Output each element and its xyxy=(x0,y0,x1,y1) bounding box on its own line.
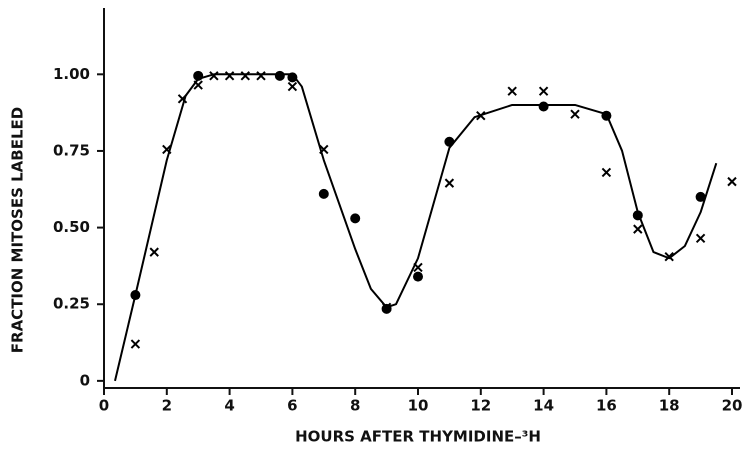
cross-marker xyxy=(287,81,298,92)
y-tick-label: 0 xyxy=(80,371,90,389)
dot-marker xyxy=(274,70,285,81)
cross-marker xyxy=(256,71,266,81)
y-tick-label: 0.25 xyxy=(53,295,90,313)
cross-marker xyxy=(209,71,219,81)
cross-marker xyxy=(633,224,643,234)
x-tick-label: 14 xyxy=(533,397,554,415)
y-axis-label: FRACTION MITOSES LABELED xyxy=(9,107,27,353)
dot-marker xyxy=(413,271,423,282)
y-tick-label: 1.00 xyxy=(53,65,90,83)
y-tick-label: 0.50 xyxy=(53,218,90,236)
cross-marker xyxy=(727,176,737,187)
cross-marker xyxy=(240,71,251,81)
x-tick-label: 20 xyxy=(722,397,743,415)
dot-marker xyxy=(318,188,329,199)
dot-marker xyxy=(350,213,361,224)
cross-marker xyxy=(130,339,141,349)
cross-marker xyxy=(224,71,235,81)
cross-marker xyxy=(664,252,674,262)
cross-marker xyxy=(444,178,455,188)
x-tick-label: 8 xyxy=(350,397,360,415)
fit-curve xyxy=(114,73,718,382)
dot-marker xyxy=(444,136,455,147)
x-tick-label: 6 xyxy=(287,397,297,415)
y-tick-label: 0.75 xyxy=(53,141,90,159)
x-tick-label: 18 xyxy=(659,397,680,415)
x-tick-label: 16 xyxy=(596,397,617,415)
x-tick-label: 10 xyxy=(408,397,429,415)
cross-marker xyxy=(507,86,517,96)
x-tick-label: 4 xyxy=(224,397,234,415)
cross-marker xyxy=(695,233,706,244)
dot-marker xyxy=(538,101,549,112)
x-axis-label: HOURS AFTER THYMIDINE–³H xyxy=(295,428,541,446)
cross-marker xyxy=(149,247,159,257)
x-tick-label: 0 xyxy=(99,397,109,415)
cross-marker xyxy=(538,86,549,96)
cross-marker xyxy=(570,109,580,119)
dot-marker xyxy=(695,191,706,202)
x-tick-label: 2 xyxy=(162,397,172,415)
x-tick-label: 12 xyxy=(470,397,491,415)
cross-marker xyxy=(601,167,612,178)
